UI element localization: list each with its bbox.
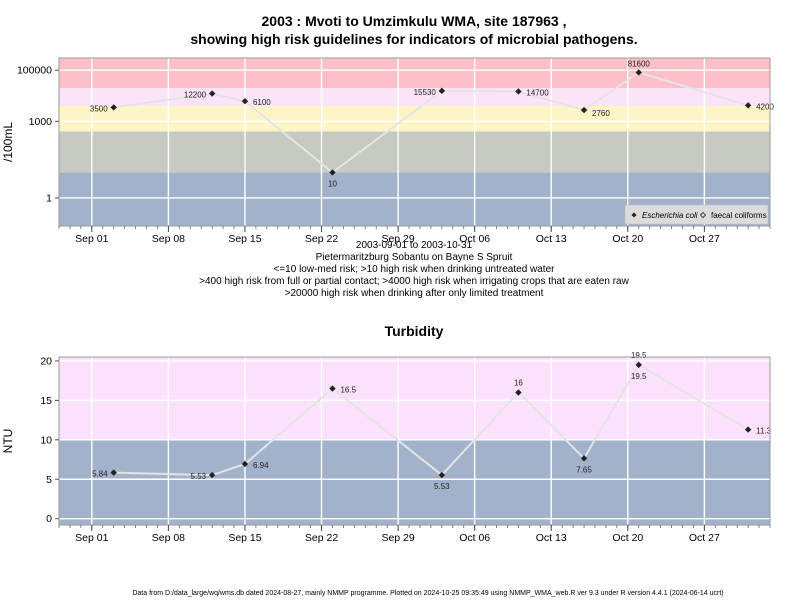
data-label: 16 xyxy=(514,378,523,387)
chart1-risk-bands xyxy=(59,58,770,226)
data-label: 2760 xyxy=(592,109,610,118)
y-tick-label: 0 xyxy=(46,513,52,525)
note-risk-1: <=10 low-med risk; >10 high risk when dr… xyxy=(274,264,556,275)
data-point xyxy=(329,385,336,392)
data-point xyxy=(208,90,216,97)
chart2-risk-bands xyxy=(59,357,770,525)
chart1-y-axis-label: /100mL xyxy=(1,122,15,162)
note-risk-2: >400 high risk from full or partial cont… xyxy=(199,276,629,287)
data-point xyxy=(515,88,522,95)
data-label: 5.53 xyxy=(191,472,207,481)
data-point xyxy=(241,460,249,468)
chart1-y-axis: 1 1000 100000 xyxy=(17,65,59,204)
data-label: 16.5 xyxy=(340,386,356,395)
data-point xyxy=(110,104,117,111)
data-point xyxy=(329,169,336,176)
data-label: 81600 xyxy=(628,59,651,68)
y-tick-label: 5 xyxy=(46,474,52,486)
x-tick-label: Sep 08 xyxy=(152,233,185,245)
data-point xyxy=(515,389,522,396)
x-tick-label: Oct 20 xyxy=(612,233,643,245)
data-point xyxy=(241,98,249,105)
data-point xyxy=(744,426,752,433)
chart1-plot-frame xyxy=(58,57,771,227)
chart2-plot-frame xyxy=(58,356,771,526)
risk-band-4 xyxy=(59,58,770,89)
x-tick-label: Sep 29 xyxy=(381,233,414,245)
data-point xyxy=(438,87,446,95)
legend-ecoli-marker xyxy=(631,212,637,218)
risk-band-1 xyxy=(59,357,770,440)
data-label: 6.94 xyxy=(253,461,269,470)
footer-note: Data from D:/data_large/wq/wms.db dated … xyxy=(132,590,723,597)
data-point xyxy=(635,69,642,76)
x-tick-label: Sep 08 xyxy=(152,532,185,544)
data-label: 4200 xyxy=(756,102,774,111)
x-tick-label: Sep 29 xyxy=(381,532,414,544)
chart2-title: Turbidity xyxy=(385,323,444,339)
data-point xyxy=(580,106,588,114)
data-point xyxy=(208,471,216,479)
data-label: 7.65 xyxy=(576,465,592,474)
data-point xyxy=(110,469,117,476)
x-tick-label: Oct 06 xyxy=(459,532,490,544)
chart1-notes: 2003-09-01 to 2003-10-31 Pietermaritzbur… xyxy=(199,240,629,299)
note-risk-3: >20000 high risk when drinking after onl… xyxy=(285,288,544,299)
x-tick-label: Sep 15 xyxy=(228,532,261,544)
data-point xyxy=(635,361,642,369)
chart1-subtitle: showing high risk guidelines for indicat… xyxy=(190,31,637,47)
legend-faecal-marker xyxy=(699,211,707,219)
risk-band-2 xyxy=(59,105,770,132)
x-tick-label: Oct 06 xyxy=(459,233,490,245)
x-tick-label: Sep 01 xyxy=(75,532,108,544)
y-tick-label: 20 xyxy=(40,355,52,367)
legend-ecoli-label: Escherichia coli xyxy=(642,211,698,220)
y-tick-label: 1000 xyxy=(29,116,53,128)
x-tick-label: Oct 20 xyxy=(612,532,643,544)
chart1-x-axis: Sep 01 Sep 08 Sep 15 Sep 22 Sep 29 Oct 06 Oct … xyxy=(58,226,771,245)
data-label: 6100 xyxy=(253,98,271,107)
x-tick-label: Oct 13 xyxy=(536,233,567,245)
x-tick-label: Sep 22 xyxy=(305,532,338,544)
y-tick-label: 15 xyxy=(40,395,52,407)
chart2-x-axis: Sep 01 Sep 08 Sep 15 Sep 22 Sep 29 Oct 06 Oct … xyxy=(58,525,771,544)
chart2-y-axis: 0 5 10 15 20 xyxy=(40,355,59,525)
chart2-y-axis-label: NTU xyxy=(1,429,15,454)
x-tick-label: Oct 27 xyxy=(689,233,720,245)
note-date-range: 2003-09-01 to 2003-10-31 xyxy=(356,240,473,251)
y-tick-label: 100000 xyxy=(17,65,52,77)
y-tick-label: 10 xyxy=(40,434,52,446)
y-tick-label: 1 xyxy=(46,192,52,204)
data-label: 11.3 xyxy=(756,427,772,436)
data-point xyxy=(744,102,752,109)
x-tick-label: Sep 22 xyxy=(305,233,338,245)
chart1-series: 3500 12200 6100 10 15530 14700 2760 81600 4200 xyxy=(90,59,775,188)
chart1-title: 2003 : Mvoti to Umzimkulu WMA, site 1879… xyxy=(262,13,567,29)
legend-box xyxy=(624,204,769,225)
data-label: 12200 xyxy=(184,91,207,100)
x-tick-label: Oct 27 xyxy=(689,532,720,544)
data-label: 14700 xyxy=(526,88,549,97)
chart1-grid xyxy=(59,58,770,226)
data-label-extra: 19.5 xyxy=(631,351,647,360)
data-label: 3500 xyxy=(90,104,108,113)
data-label: 19.5 xyxy=(631,372,647,381)
data-point xyxy=(580,455,588,462)
note-site-name: Pietermaritzburg Sobantu on Bayne S Spru… xyxy=(316,252,513,263)
x-tick-label: Sep 15 xyxy=(228,233,261,245)
chart1-legend: Escherichia coli faecal coliforms xyxy=(624,204,769,225)
risk-band-1 xyxy=(59,131,770,173)
x-tick-label: Oct 13 xyxy=(536,532,567,544)
legend-faecal-label: faecal coliforms xyxy=(711,211,767,220)
data-label: 5.84 xyxy=(92,470,108,479)
risk-band-3 xyxy=(59,88,770,106)
data-label: 10 xyxy=(328,179,337,188)
chart2-series: 5.84 5.53 6.94 16.5 5.53 16 7.65 19.5 11.3 19.5 xyxy=(92,351,772,491)
data-label: 15530 xyxy=(414,88,437,97)
data-point xyxy=(438,471,446,479)
x-tick-label: Sep 01 xyxy=(75,233,108,245)
data-label: 5.53 xyxy=(434,482,450,491)
